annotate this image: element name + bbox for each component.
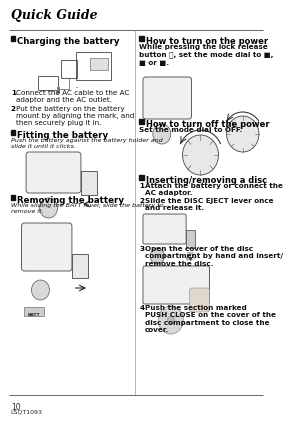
- Bar: [11, 130, 15, 135]
- Text: Set the mode dial to OFF.: Set the mode dial to OFF.: [140, 127, 243, 133]
- Bar: [140, 36, 144, 41]
- Bar: [186, 230, 195, 248]
- Circle shape: [150, 248, 164, 264]
- Circle shape: [167, 316, 174, 324]
- Circle shape: [40, 198, 58, 218]
- Bar: [61, 60, 77, 78]
- Text: Inserting/removing a disc: Inserting/removing a disc: [146, 176, 267, 185]
- Text: While pressing the lock release
button Ⓐ, set the mode dial to ■,
■ or ■.: While pressing the lock release button Ⓐ…: [140, 44, 274, 66]
- Text: Fitting the battery: Fitting the battery: [17, 131, 108, 140]
- Bar: [90, 58, 108, 70]
- Text: While sliding the BATT lever, slide the battery to
remove it.: While sliding the BATT lever, slide the …: [11, 203, 163, 214]
- Text: Connect the AC cable to the AC
adaptor and the AC outlet.: Connect the AC cable to the AC adaptor a…: [16, 90, 130, 103]
- Text: 1: 1: [11, 90, 16, 96]
- Text: BATT: BATT: [28, 312, 40, 316]
- Bar: [72, 254, 88, 278]
- FancyBboxPatch shape: [22, 223, 72, 271]
- Text: Push the section marked
PUSH CLOSE on the cover of the
disc compartment to close: Push the section marked PUSH CLOSE on th…: [145, 305, 276, 333]
- Bar: [38, 76, 58, 90]
- Text: Charging the battery: Charging the battery: [17, 37, 120, 46]
- Text: 3: 3: [140, 246, 144, 252]
- Text: 1: 1: [140, 183, 144, 189]
- Bar: [140, 119, 144, 124]
- Text: DISC
EJECT: DISC EJECT: [185, 252, 196, 261]
- Text: 2: 2: [140, 198, 144, 204]
- Text: Attach the battery or connect the
AC adaptor.: Attach the battery or connect the AC ada…: [145, 183, 283, 196]
- Bar: [24, 307, 44, 316]
- Text: Removing the battery: Removing the battery: [17, 196, 124, 205]
- Circle shape: [226, 116, 259, 152]
- Text: 2: 2: [11, 106, 16, 112]
- Text: Push the battery against the battery holder and
slide it until it clicks.: Push the battery against the battery hol…: [11, 138, 162, 149]
- Text: 4: 4: [140, 305, 144, 311]
- Bar: [140, 175, 144, 180]
- Bar: [11, 195, 15, 200]
- FancyBboxPatch shape: [143, 77, 191, 119]
- FancyBboxPatch shape: [190, 288, 209, 312]
- Text: LSQT1093: LSQT1093: [11, 410, 43, 415]
- Text: Open the cover of the disc
compartment by hand and insert/
remove the disc.: Open the cover of the disc compartment b…: [145, 246, 283, 267]
- FancyBboxPatch shape: [143, 214, 186, 244]
- FancyBboxPatch shape: [26, 152, 81, 193]
- Text: Put the battery on the battery
mount by aligning the mark, and
then securely plu: Put the battery on the battery mount by …: [16, 106, 135, 126]
- Text: 10: 10: [11, 403, 20, 412]
- Circle shape: [158, 306, 183, 334]
- Text: How to turn off the power: How to turn off the power: [146, 120, 269, 129]
- Bar: [11, 36, 15, 41]
- Bar: [81, 171, 97, 195]
- Text: Slide the DISC EJECT lever once
and release it.: Slide the DISC EJECT lever once and rele…: [145, 198, 273, 211]
- Circle shape: [153, 124, 171, 144]
- Bar: [57, 87, 60, 94]
- Text: How to turn on the power: How to turn on the power: [146, 37, 268, 46]
- FancyBboxPatch shape: [143, 266, 209, 304]
- Bar: [76, 52, 111, 80]
- Circle shape: [32, 280, 50, 300]
- Text: Quick Guide: Quick Guide: [11, 9, 98, 22]
- Circle shape: [182, 135, 218, 175]
